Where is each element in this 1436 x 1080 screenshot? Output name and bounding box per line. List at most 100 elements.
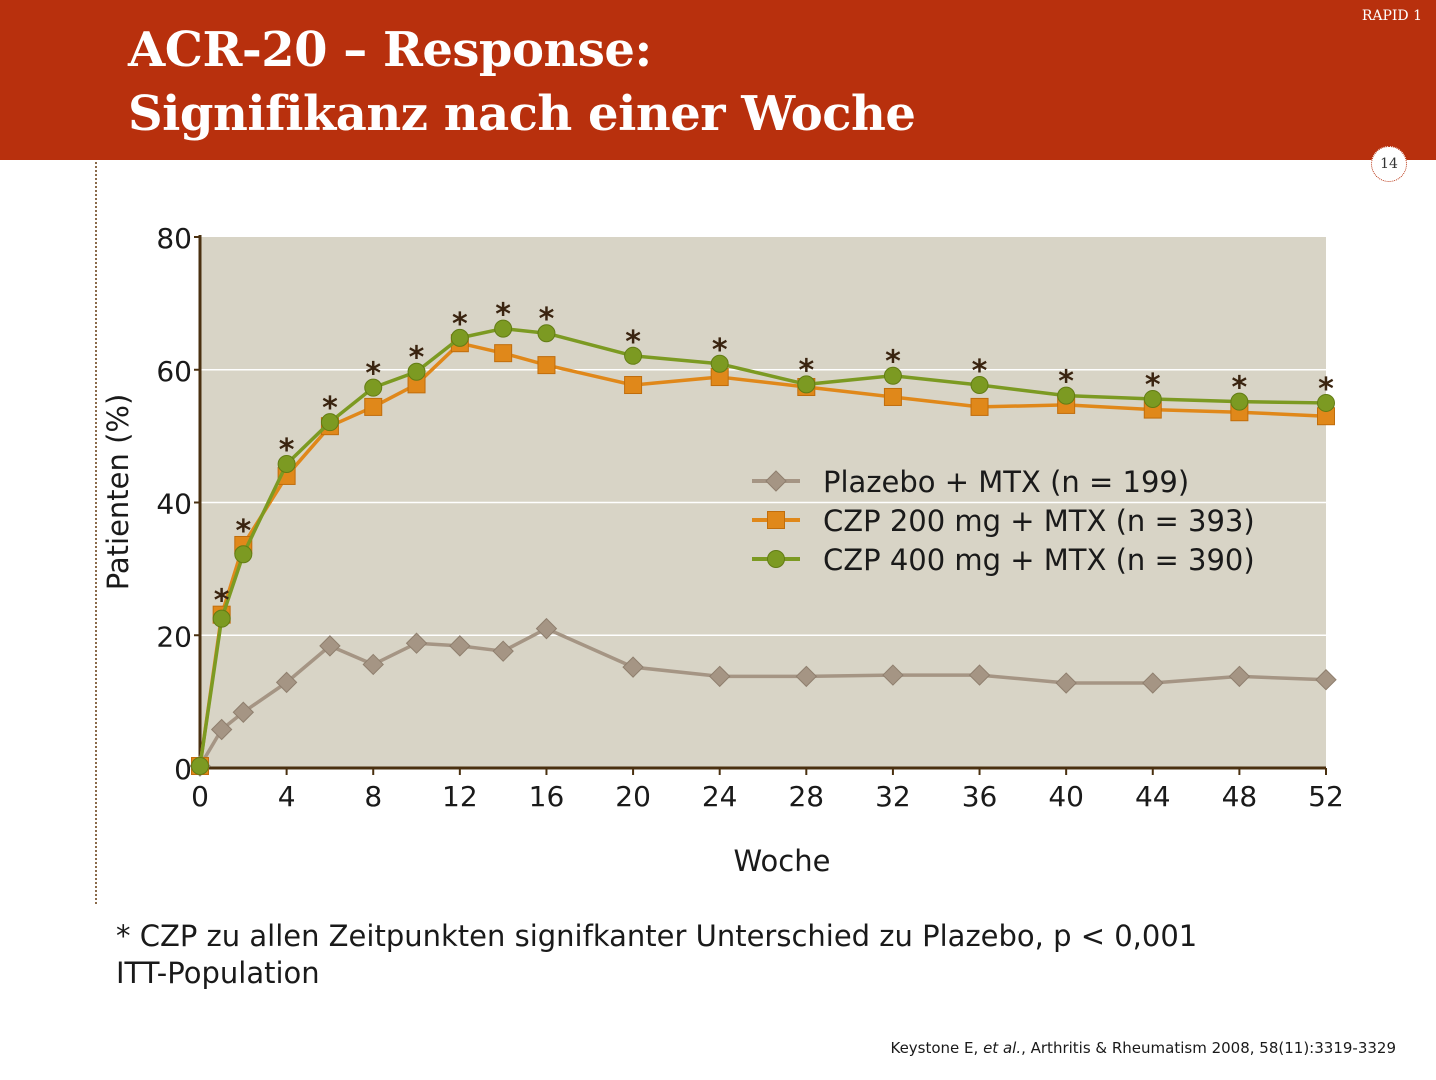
series-1-point-17 bbox=[1228, 665, 1251, 688]
asterisk-week-8: * bbox=[365, 357, 381, 392]
citation-etal: et al. bbox=[983, 1039, 1022, 1057]
asterisk-week-2: * bbox=[235, 514, 251, 549]
asterisk-week-16: * bbox=[539, 302, 555, 337]
series-3-point-2 bbox=[234, 545, 253, 564]
asterisk-week-10: * bbox=[409, 341, 425, 376]
series-3-point-0 bbox=[191, 757, 209, 776]
legend-label-2: CZP 200 mg + MTX (n = 393) bbox=[823, 504, 1255, 538]
asterisk-week-6: * bbox=[322, 391, 338, 426]
asterisk-week-48: * bbox=[1232, 371, 1248, 406]
citation-prefix: Keystone E, bbox=[890, 1039, 984, 1057]
series-2-point-10 bbox=[624, 376, 643, 395]
footnote-significance: * CZP zu allen Zeitpunkten signifkanter … bbox=[116, 919, 1198, 953]
series-3-point-16 bbox=[1143, 389, 1162, 408]
study-label: RAPID 1 bbox=[1361, 8, 1422, 24]
x-tick-label-12: 12 bbox=[442, 780, 478, 813]
series-3-point-15 bbox=[1057, 386, 1076, 405]
x-tick-label-32: 32 bbox=[875, 780, 911, 813]
series-1-point-1 bbox=[210, 718, 233, 741]
series-3-point-18 bbox=[1317, 393, 1335, 412]
series-1-point-18 bbox=[1315, 669, 1337, 691]
asterisk-week-20: * bbox=[625, 325, 641, 360]
series-3-point-8 bbox=[494, 319, 513, 338]
y-tick-label-80: 80 bbox=[156, 222, 192, 255]
asterisk-week-28: * bbox=[798, 353, 814, 388]
series-1-point-3 bbox=[275, 671, 298, 694]
x-tick-label-0: 0 bbox=[191, 780, 209, 813]
series-3-point-1 bbox=[212, 609, 231, 628]
series-1-point-11 bbox=[708, 665, 731, 688]
series-2-point-8 bbox=[494, 344, 513, 363]
series-3-point-12 bbox=[797, 375, 816, 394]
series-3-point-13 bbox=[883, 366, 902, 385]
series-2-point-14 bbox=[970, 397, 989, 416]
dotted-divider bbox=[95, 162, 97, 904]
series-1-point-5 bbox=[362, 653, 384, 676]
x-tick-label-36: 36 bbox=[962, 780, 998, 813]
citation-suffix: , Arthritis & Rheumatism 2008, 58(11):33… bbox=[1021, 1039, 1396, 1057]
y-axis-label: Patienten (%) bbox=[101, 394, 135, 591]
slide-title-line-2: Signifikanz nach einer Woche bbox=[128, 86, 916, 142]
series-1-point-13 bbox=[882, 664, 904, 686]
asterisk-week-32: * bbox=[885, 345, 901, 380]
x-tick-label-40: 40 bbox=[1048, 780, 1084, 813]
slide-title-line-1: ACR-20 – Response: bbox=[128, 22, 652, 78]
y-tick-label-0: 0 bbox=[174, 753, 192, 786]
asterisk-week-1: * bbox=[214, 584, 230, 619]
asterisk-week-40: * bbox=[1058, 365, 1074, 400]
series-3-point-9 bbox=[537, 324, 556, 343]
asterisk-week-24: * bbox=[712, 333, 728, 368]
legend-marker-1 bbox=[765, 470, 787, 492]
series-1-point-15 bbox=[1055, 672, 1077, 694]
series-1-point-2 bbox=[232, 701, 255, 723]
series-3-point-4 bbox=[320, 413, 339, 432]
legend-marker-2 bbox=[767, 511, 785, 529]
series-3-point-10 bbox=[624, 346, 643, 365]
x-tick-label-20: 20 bbox=[615, 780, 651, 813]
series-3-point-6 bbox=[407, 362, 426, 381]
series-3-point-3 bbox=[277, 455, 296, 474]
series-1-point-12 bbox=[795, 665, 818, 688]
y-tick-label-20: 20 bbox=[156, 620, 192, 653]
asterisk-week-4: * bbox=[279, 433, 295, 468]
series-3-point-17 bbox=[1230, 392, 1249, 411]
series-1-point-6 bbox=[405, 632, 428, 654]
asterisk-week-14: * bbox=[495, 298, 511, 333]
x-tick-label-28: 28 bbox=[788, 780, 824, 813]
legend-marker-3 bbox=[767, 550, 785, 568]
y-tick-label-60: 60 bbox=[156, 355, 192, 388]
series-2-point-13 bbox=[883, 387, 902, 406]
series-2-point-5 bbox=[364, 397, 383, 416]
series-1-point-9 bbox=[535, 617, 558, 640]
series-1 bbox=[189, 617, 1337, 777]
series-3-point-7 bbox=[450, 328, 469, 347]
legend: Plazebo + MTX (n = 199) CZP 200 mg + MTX … bbox=[752, 465, 1255, 577]
slide-title: ACR-20 – Response: Signifikanz nach eine… bbox=[128, 18, 916, 146]
y-tick-label-40: 40 bbox=[156, 488, 192, 521]
series-1-point-4 bbox=[319, 635, 341, 657]
x-tick-label-52: 52 bbox=[1308, 780, 1344, 813]
x-tick-label-44: 44 bbox=[1135, 780, 1171, 813]
series-3-point-5 bbox=[364, 378, 383, 397]
series-3-point-14 bbox=[970, 376, 989, 395]
citation: Keystone E, et al., Arthritis & Rheumati… bbox=[890, 1039, 1396, 1057]
page-number: 14 bbox=[1371, 146, 1407, 182]
series-1-point-10 bbox=[622, 656, 644, 678]
series-1-point-7 bbox=[449, 635, 471, 657]
series-1-point-8 bbox=[492, 640, 514, 662]
asterisk-week-36: * bbox=[972, 354, 988, 389]
x-tick-label-8: 8 bbox=[364, 780, 382, 813]
x-tick-label-24: 24 bbox=[702, 780, 738, 813]
asterisk-week-12: * bbox=[452, 307, 468, 342]
x-tick-label-16: 16 bbox=[529, 780, 565, 813]
series-3-point-11 bbox=[710, 354, 729, 373]
asterisk-week-52: * bbox=[1318, 372, 1334, 407]
footnote: * CZP zu allen Zeitpunkten signifkanter … bbox=[116, 918, 1197, 992]
x-axis-label: Woche bbox=[734, 844, 831, 878]
footnote-population: ITT-Population bbox=[116, 956, 320, 990]
x-tick-label-4: 4 bbox=[278, 780, 296, 813]
series-1-point-16 bbox=[1142, 672, 1164, 694]
x-tick-label-48: 48 bbox=[1222, 780, 1258, 813]
series-3 bbox=[191, 319, 1335, 776]
